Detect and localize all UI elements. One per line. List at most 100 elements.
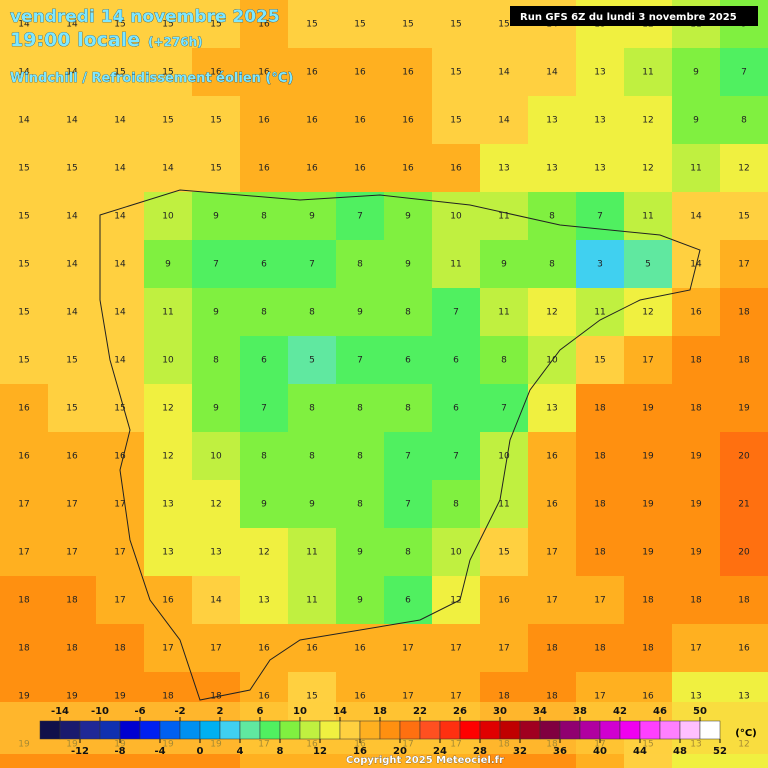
cell-value: 14: [498, 116, 510, 126]
cell-value: 8: [213, 356, 219, 366]
map-cell: [432, 192, 481, 241]
cell-value: 18: [642, 644, 654, 654]
map-cell: [336, 192, 385, 241]
map-cell: [672, 480, 721, 529]
cell-value: 13: [258, 596, 269, 606]
map-cell: [96, 144, 145, 193]
cell-value: 19: [642, 452, 654, 462]
cell-value: 7: [501, 404, 507, 414]
map-cell: [576, 576, 625, 625]
cell-value: 15: [210, 116, 221, 126]
cell-value: 13: [594, 164, 605, 174]
cell-value: 11: [498, 500, 509, 510]
colorbar-tick-label: 44: [633, 746, 647, 757]
map-cell: [288, 288, 337, 337]
cell-value: 15: [18, 212, 29, 222]
map-cell: [192, 240, 241, 289]
cell-value: 16: [306, 164, 318, 174]
cell-value: 10: [450, 548, 462, 558]
cell-value: 15: [450, 68, 461, 78]
map-cell: [720, 240, 768, 289]
colorbar-bin: [519, 720, 541, 740]
cell-value: 15: [66, 356, 77, 366]
cell-value: 12: [210, 500, 221, 510]
cell-value: 6: [261, 260, 267, 270]
colorbar-bin: [659, 720, 681, 740]
map-cell: [192, 528, 241, 577]
map-cell: [48, 576, 97, 625]
map-cell: [144, 240, 193, 289]
cell-value: 19: [690, 500, 702, 510]
map-cell: [384, 336, 433, 385]
map-cell: [96, 576, 145, 625]
cell-value: 13: [498, 164, 509, 174]
cell-value: 9: [357, 548, 363, 558]
map-cell: [48, 96, 97, 145]
cell-value: 15: [114, 68, 125, 78]
cell-value: 16: [258, 644, 270, 654]
map-cell: [432, 432, 481, 481]
colorbar-bin: [339, 720, 361, 740]
cell-value: 16: [402, 116, 414, 126]
cell-value: 15: [18, 308, 29, 318]
cell-value: 8: [309, 452, 315, 462]
map-cell: [432, 144, 481, 193]
field-title: Windchill / Refroidissement éolien (°C): [10, 71, 293, 86]
cell-value: 14: [162, 164, 174, 174]
cell-value: 19: [642, 500, 654, 510]
map-cell: [576, 432, 625, 481]
map-cell: [384, 432, 433, 481]
cell-value: 17: [594, 692, 605, 702]
colorbar-bin: [499, 720, 521, 740]
map-cell: [336, 480, 385, 529]
map-cell: [480, 528, 529, 577]
cell-value: 17: [114, 548, 125, 558]
colorbar-tick-label: 2: [217, 706, 224, 717]
map-cell: [576, 192, 625, 241]
map-cell: [192, 576, 241, 625]
map-cell: [576, 528, 625, 577]
cell-value: 7: [309, 260, 315, 270]
cell-value: 9: [309, 500, 315, 510]
run-box: [510, 6, 758, 26]
cell-value: 15: [162, 116, 173, 126]
cell-value: 15: [18, 356, 29, 366]
map-cell: [336, 576, 385, 625]
colorbar-tick-label: -10: [91, 706, 109, 717]
cell-value: 18: [594, 404, 606, 414]
cell-value: 16: [306, 68, 318, 78]
cell-value: 19: [18, 692, 30, 702]
cell-value: 10: [498, 452, 510, 462]
map-cell: [96, 48, 145, 97]
copyright: Copyright 2025 Meteociel.fr: [346, 755, 504, 766]
map-cell: [720, 288, 768, 337]
map-cell: [336, 48, 385, 97]
map-cell: [384, 528, 433, 577]
cell-value: 8: [405, 404, 411, 414]
cell-value: 11: [498, 212, 509, 222]
cell-value: 8: [453, 500, 459, 510]
map-cell: [96, 96, 145, 145]
colorbar-tick-label: 4: [237, 746, 244, 757]
map-cell: [240, 48, 289, 97]
cell-value: 18: [690, 356, 702, 366]
cell-value: 8: [501, 356, 507, 366]
map-cell: [336, 0, 385, 49]
cell-value: 18: [738, 356, 750, 366]
cell-value: 13: [738, 692, 749, 702]
colorbar-bin: [639, 720, 661, 740]
cell-value: 12: [642, 164, 653, 174]
cell-value: 20: [738, 548, 750, 558]
map-cell: [0, 240, 49, 289]
map-cell: [336, 432, 385, 481]
cell-value: 15: [594, 356, 605, 366]
colorbar-tick-label: -12: [71, 746, 89, 757]
map-cell: [336, 384, 385, 433]
colorbar-bin: [299, 720, 321, 740]
cell-value: 13: [162, 548, 173, 558]
map-cell: [240, 144, 289, 193]
cell-value: 7: [213, 260, 219, 270]
cell-value: 13: [210, 548, 221, 558]
cell-value: 13: [594, 116, 605, 126]
